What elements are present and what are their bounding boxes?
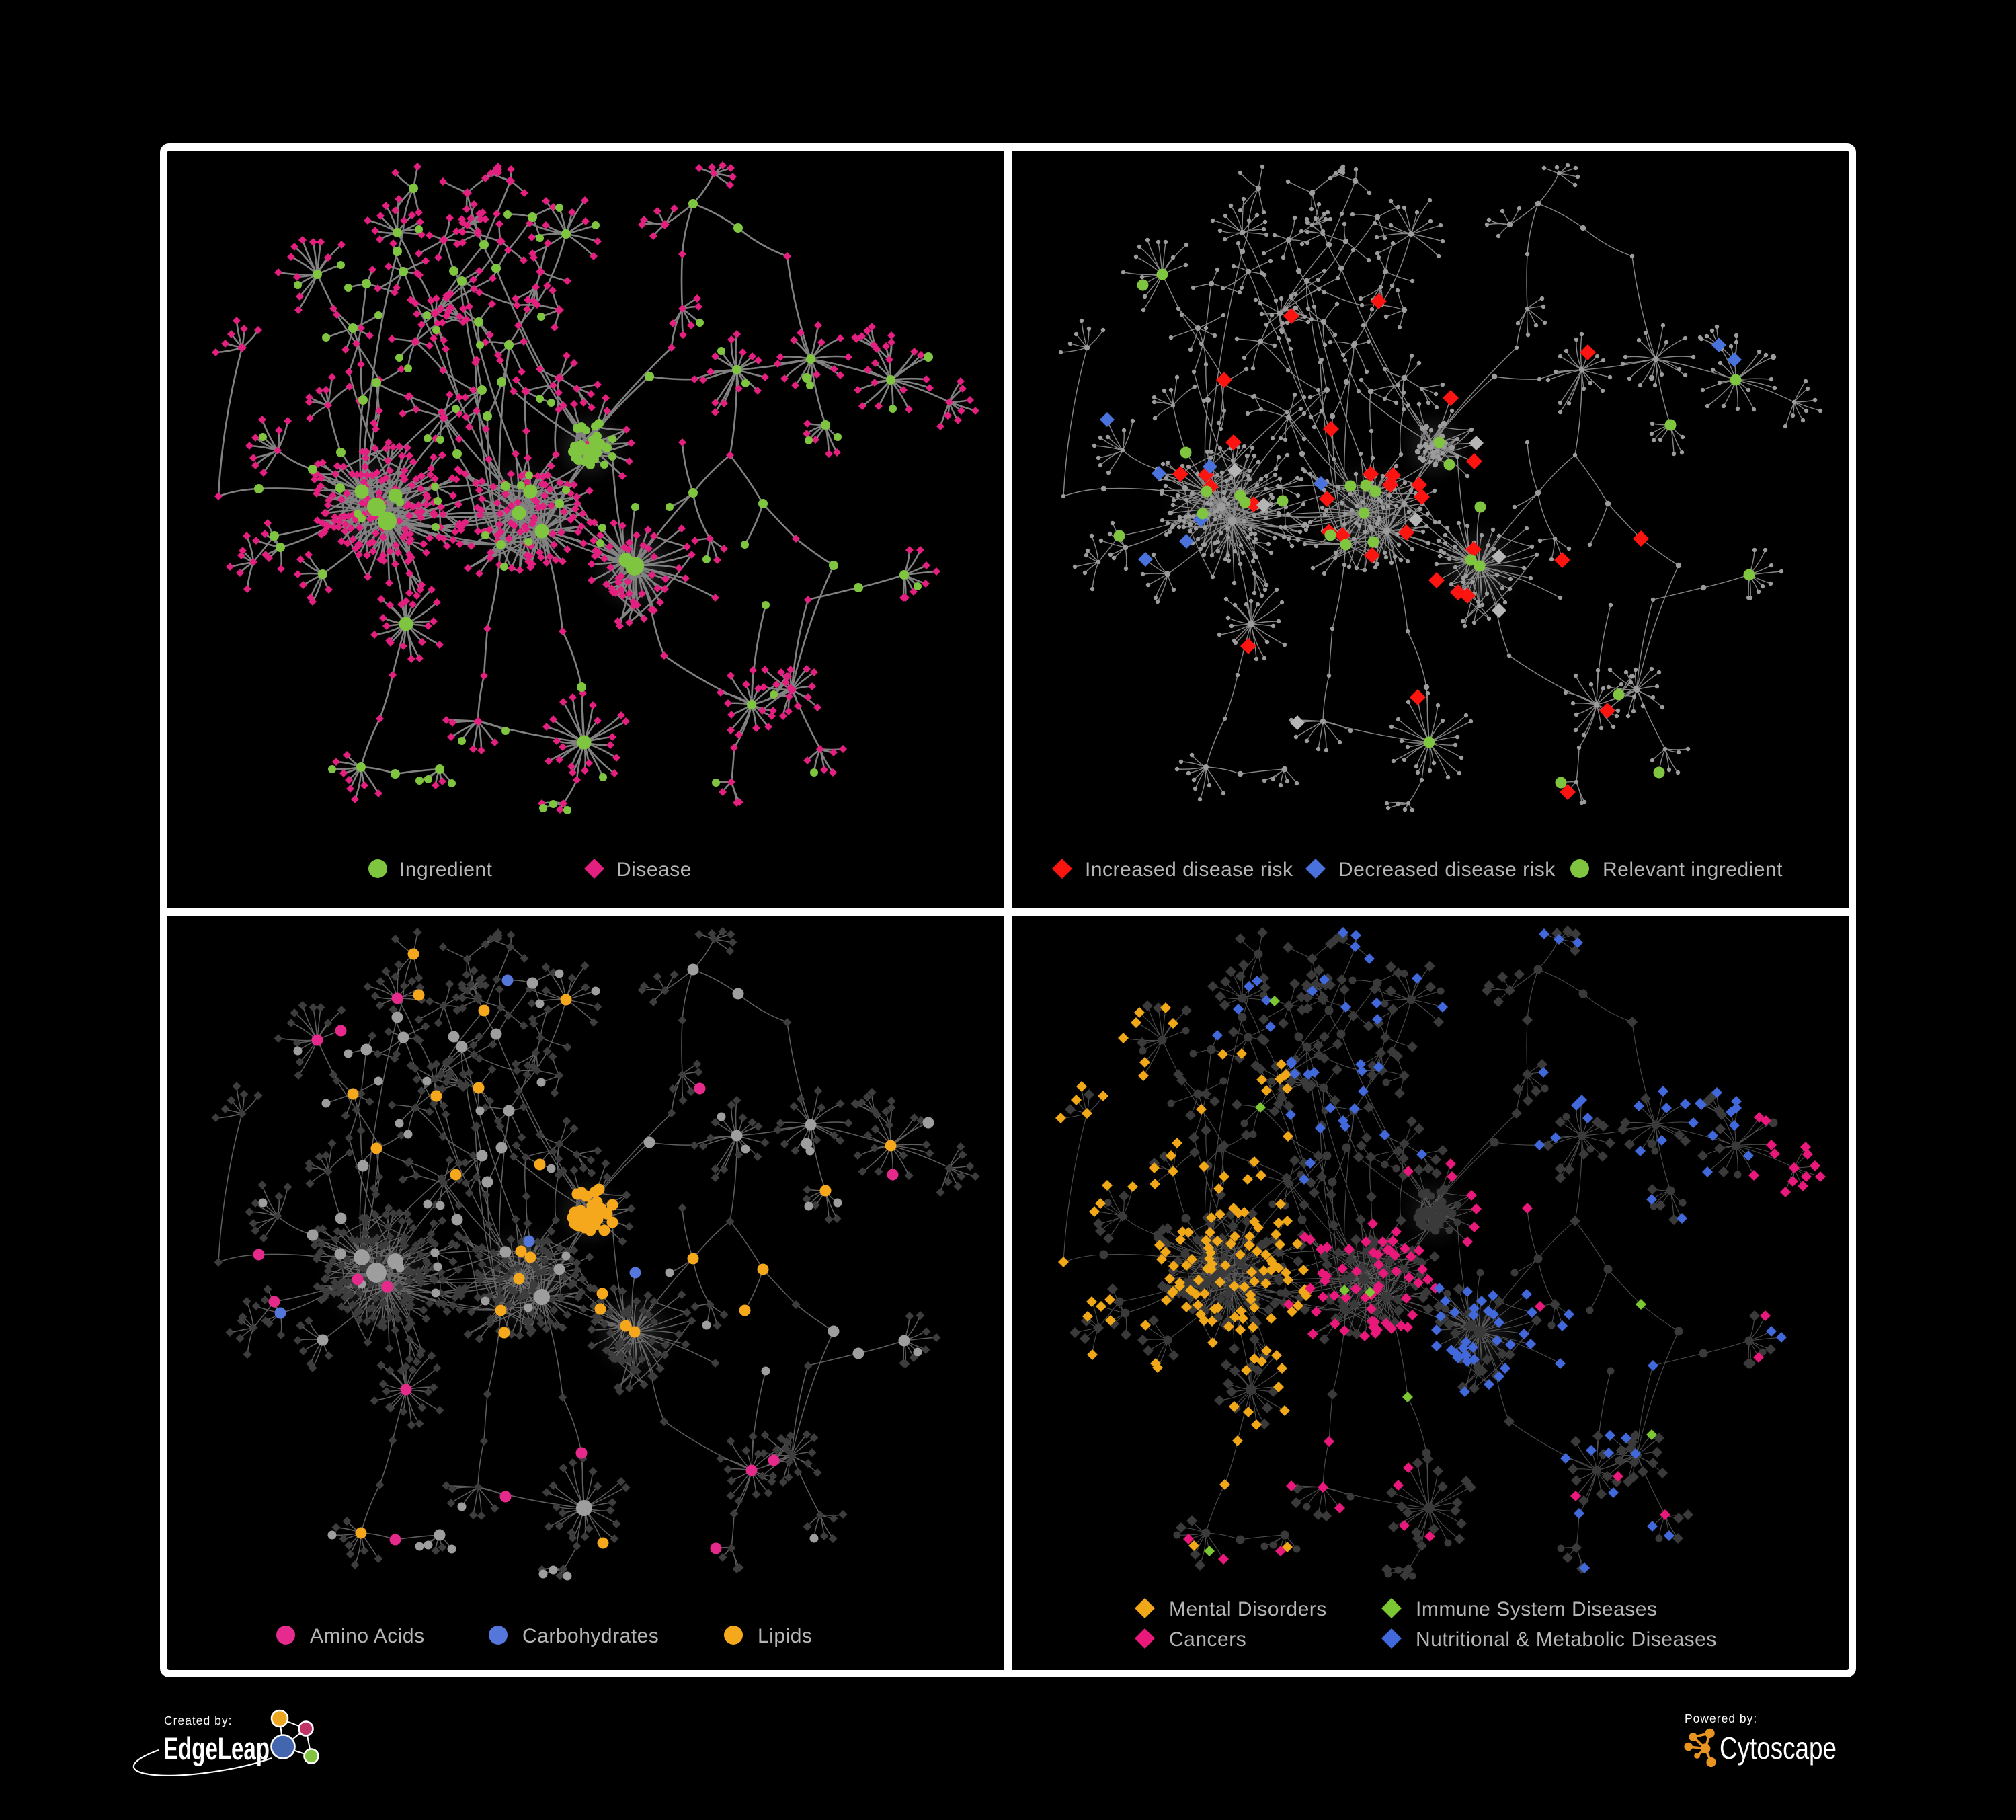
svg-text:Ingredient: Ingredient bbox=[399, 859, 493, 881]
svg-text:Immune System Diseases: Immune System Diseases bbox=[1416, 1598, 1657, 1620]
svg-text:Disease: Disease bbox=[616, 859, 692, 881]
svg-text:Increased disease risk: Increased disease risk bbox=[1085, 859, 1293, 881]
svg-text:Powered by:: Powered by: bbox=[1685, 1712, 1757, 1725]
svg-text:Created by:: Created by: bbox=[164, 1714, 232, 1727]
svg-text:Cancers: Cancers bbox=[1169, 1628, 1246, 1651]
svg-text:Mental Disorders: Mental Disorders bbox=[1169, 1598, 1327, 1620]
svg-text:Relevant ingredient: Relevant ingredient bbox=[1603, 859, 1783, 881]
svg-text:Decreased disease risk: Decreased disease risk bbox=[1338, 859, 1556, 881]
svg-text:Lipids: Lipids bbox=[758, 1625, 812, 1647]
svg-text:EdgeLeap: EdgeLeap bbox=[163, 1731, 270, 1766]
svg-text:Cytoscape: Cytoscape bbox=[1720, 1731, 1837, 1766]
svg-text:Nutritional & Metabolic Diseas: Nutritional & Metabolic Diseases bbox=[1416, 1628, 1717, 1651]
svg-text:Amino Acids: Amino Acids bbox=[310, 1625, 425, 1647]
svg-text:Carbohydrates: Carbohydrates bbox=[522, 1625, 659, 1647]
